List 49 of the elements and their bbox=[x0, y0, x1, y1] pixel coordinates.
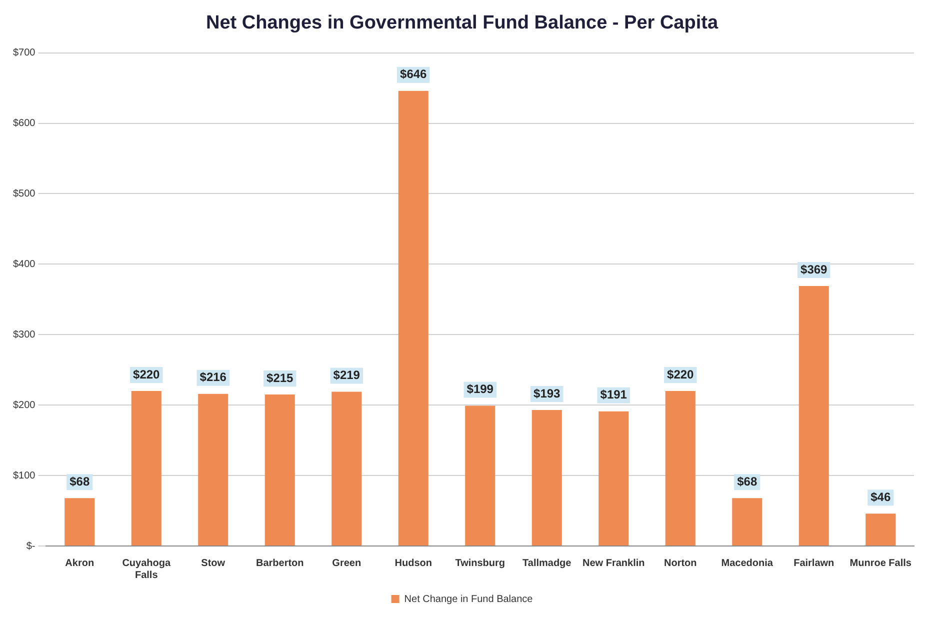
bar bbox=[264, 394, 295, 546]
x-tick-label: Twinsburg bbox=[455, 558, 506, 569]
y-tick-label: $200 bbox=[12, 400, 36, 411]
data-label: $191 bbox=[600, 388, 628, 402]
bar bbox=[532, 410, 562, 546]
bar bbox=[64, 498, 95, 546]
y-tick-label: $- bbox=[26, 540, 36, 552]
x-tick-label: Stow bbox=[201, 558, 226, 569]
x-tick-label: Cuyahoga Falls bbox=[122, 558, 171, 581]
x-tick-label: New Franklin bbox=[582, 558, 645, 569]
data-label: $646 bbox=[400, 67, 428, 82]
x-tick-label: Hudson bbox=[394, 558, 432, 569]
bar bbox=[398, 90, 428, 546]
y-tick-label: $100 bbox=[12, 470, 36, 482]
bar bbox=[866, 514, 896, 546]
data-label: $193 bbox=[534, 386, 561, 400]
bar bbox=[465, 406, 496, 546]
chart-title: Net Changes in Governmental Fund Balance - Per Capita bbox=[206, 12, 718, 34]
y-tick-label: $700 bbox=[12, 48, 36, 59]
bar bbox=[665, 390, 696, 546]
bar bbox=[732, 498, 762, 546]
data-label: $219 bbox=[333, 368, 360, 382]
data-label: $215 bbox=[266, 370, 294, 385]
x-tick-label: Munroe Falls bbox=[850, 558, 912, 569]
bar bbox=[131, 390, 162, 546]
x-tick-label: Green bbox=[332, 558, 362, 569]
data-label: $220 bbox=[133, 367, 160, 382]
x-tick-label: Norton bbox=[664, 558, 697, 569]
data-label: $199 bbox=[466, 382, 494, 396]
legend-label: Net Change in Fund Balance bbox=[404, 594, 534, 605]
bar bbox=[798, 286, 829, 546]
y-tick-label: $600 bbox=[12, 118, 36, 130]
data-label: $369 bbox=[800, 262, 828, 276]
x-tick-label: Akron bbox=[65, 558, 94, 569]
bar bbox=[332, 392, 362, 546]
bar bbox=[598, 411, 629, 546]
data-label: $216 bbox=[200, 370, 227, 384]
data-label: $220 bbox=[667, 367, 694, 382]
data-label: $68 bbox=[737, 474, 758, 488]
x-tick-label: Barberton bbox=[256, 558, 304, 569]
data-label: $46 bbox=[870, 490, 891, 504]
data-label: $68 bbox=[70, 474, 90, 488]
bar bbox=[198, 394, 228, 546]
y-tick-label: $500 bbox=[12, 188, 36, 200]
y-tick-label: $300 bbox=[12, 329, 36, 340]
x-tick-label: Fairlawn bbox=[794, 558, 834, 569]
x-tick-label: Tallmadge bbox=[522, 558, 572, 569]
y-tick-label: $400 bbox=[12, 258, 36, 270]
x-tick-label: Macedonia bbox=[721, 558, 774, 569]
